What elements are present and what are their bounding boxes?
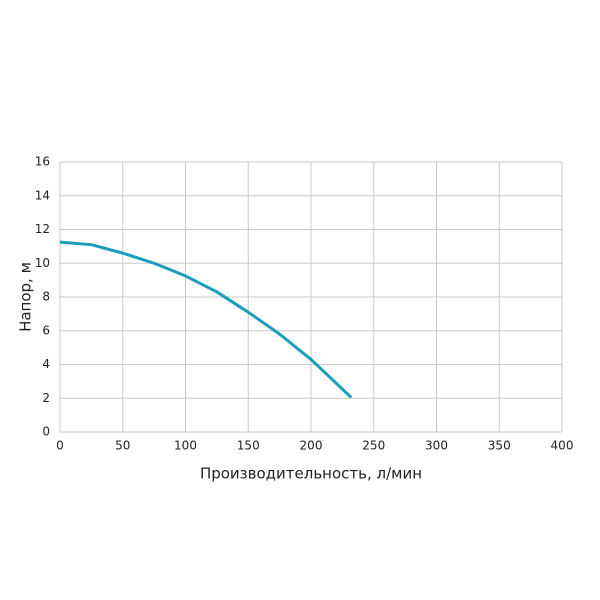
- x-tick-label: 250: [362, 439, 385, 453]
- x-tick-label: 400: [551, 439, 574, 453]
- y-axis-title: Напор, м: [17, 262, 35, 332]
- x-tick-label: 0: [56, 439, 64, 453]
- x-tick-label: 150: [237, 439, 260, 453]
- y-tick-label: 14: [35, 188, 50, 202]
- y-tick-label: 2: [42, 391, 50, 405]
- line: [59, 240, 353, 399]
- y-tick-label: 10: [35, 256, 50, 270]
- y-tick-label: 6: [42, 323, 50, 337]
- x-tick-label: 350: [488, 439, 511, 453]
- y-tick-label: 8: [42, 290, 50, 304]
- y-tick-label: 12: [35, 222, 50, 236]
- x-tick-label: 100: [174, 439, 197, 453]
- y-tick-label: 0: [42, 425, 50, 439]
- y-tick-label: 4: [42, 357, 50, 371]
- x-tick-label: 200: [300, 439, 323, 453]
- x-tick-label: 50: [115, 439, 130, 453]
- y-tick-label: 16: [35, 155, 50, 169]
- x-axis-title: Производительность, л/мин: [200, 465, 422, 483]
- x-tick-label: 300: [425, 439, 448, 453]
